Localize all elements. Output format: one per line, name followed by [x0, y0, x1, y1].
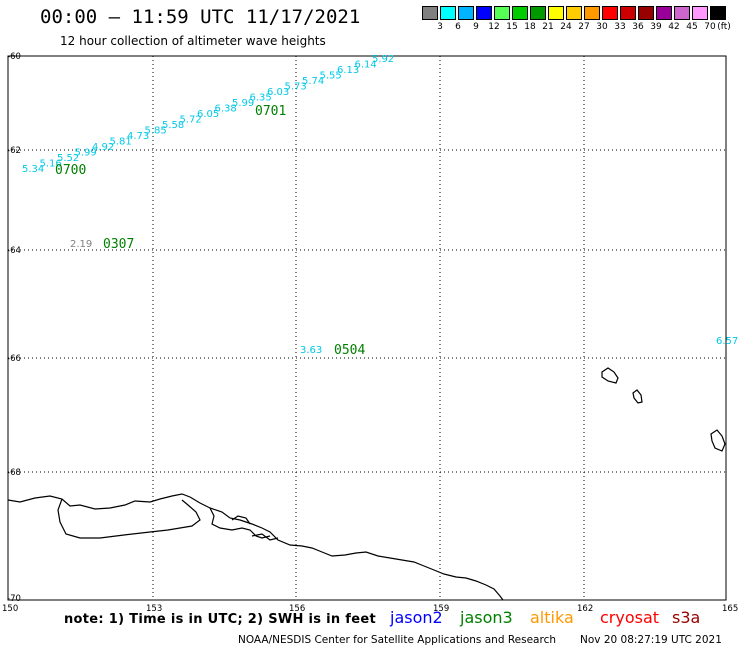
legend-label-36: 36 [632, 22, 644, 32]
lon-label-150: 150 [2, 604, 19, 614]
lat-label-64: -64 [7, 246, 21, 256]
legend-swatch-18 [512, 6, 528, 20]
wave-height-value: 5.55 [320, 71, 342, 82]
wave-height-value: 5.99 [232, 98, 254, 109]
wave-height-value: 6.13 [337, 65, 359, 76]
legend-label-18: 18 [524, 22, 536, 32]
wave-height-value: 5.52 [57, 153, 79, 164]
time-label-0700: 0700 [55, 163, 86, 178]
lon-label-153: 153 [146, 604, 163, 614]
map-frame [7, 55, 727, 601]
legend-swatch-33 [602, 6, 618, 20]
lat-label-68: -68 [7, 468, 21, 478]
wave-height-value: 5.72 [180, 115, 202, 126]
legend-label-45: 45 [686, 22, 698, 32]
lat-label-60: -60 [7, 52, 21, 62]
legend-label-6: 6 [455, 22, 461, 32]
legend-label-21: 21 [542, 22, 554, 32]
island-2 [632, 389, 643, 404]
legend-swatch-6 [440, 6, 456, 20]
wave-height-value: 6.35 [250, 93, 272, 104]
wave-height-value: 5.99 [75, 148, 97, 159]
wave-height-gray: 2.19 [70, 239, 92, 250]
legend-label-24: 24 [560, 22, 572, 32]
sat-altika: altika [530, 608, 574, 627]
legend-label-30: 30 [596, 22, 608, 32]
coast-island-chain [231, 515, 279, 541]
legend-label-15: 15 [506, 22, 518, 32]
legend-label-33: 33 [614, 22, 626, 32]
sat-jason2: jason2 [390, 608, 443, 627]
time-label-0504: 0504 [334, 343, 365, 358]
wave-height-value: 4.92 [92, 142, 114, 153]
wave-height-value: 5.85 [145, 126, 167, 137]
legend-label-39: 39 [650, 22, 662, 32]
legend-swatch-30 [584, 6, 600, 20]
legend-swatch-24 [548, 6, 564, 20]
legend-swatch-36 [620, 6, 636, 20]
wave-height-value: 5.34 [22, 164, 44, 175]
legend-swatch-42 [656, 6, 672, 20]
sat-cryosat: cryosat [600, 608, 660, 627]
legend-swatch-27 [566, 6, 582, 20]
sat-s3a: s3a [672, 608, 701, 627]
legend-label-3: 3 [437, 22, 443, 32]
wave-height-value: 4.73 [127, 131, 149, 142]
lat-label-70: -70 [7, 594, 21, 604]
legend-label-42: 42 [668, 22, 680, 32]
wave-height-value: 5.81 [110, 137, 132, 148]
legend-swatch-15 [494, 6, 510, 20]
map-title: 00:00 – 11:59 UTC 11/17/2021 [40, 6, 361, 28]
map-subtitle: 12 hour collection of altimeter wave hei… [60, 34, 326, 48]
wave-height-0504: 3.63 [300, 345, 322, 356]
wave-height-east: 6.57 [716, 336, 738, 347]
wave-height-value: 6.38 [215, 104, 237, 115]
island-3 [710, 429, 726, 452]
track-wave-heights: 5.345.165.525.994.925.814.735.855.585.72… [22, 54, 394, 175]
wave-height-value: 5.73 [285, 82, 307, 93]
graticule [8, 56, 726, 600]
wave-height-value: 5.16 [40, 159, 62, 170]
wave-height-value: 6.03 [267, 87, 289, 98]
lat-label-62: -62 [7, 146, 21, 156]
legend-swatch-3 [422, 6, 438, 20]
lat-label-66: -66 [7, 354, 21, 364]
legend-swatch-12 [476, 6, 492, 20]
legend-swatch-39 [638, 6, 654, 20]
lon-label-165: 165 [722, 604, 739, 614]
legend-label-27: 27 [578, 22, 590, 32]
lon-label-156: 156 [289, 604, 306, 614]
legend-swatch-9 [458, 6, 474, 20]
legend-swatch-21 [530, 6, 546, 20]
wave-height-value: 5.74 [302, 76, 324, 87]
time-label-0307: 0307 [103, 237, 134, 252]
legend-swatch-45 [674, 6, 690, 20]
wave-height-value: 5.58 [162, 120, 184, 131]
footer-note: note: 1) Time is in UTC; 2) SWH is in fe… [64, 612, 376, 627]
lon-label-159: 159 [433, 604, 450, 614]
legend-label-12: 12 [488, 22, 500, 32]
legend-swatch-70 [692, 6, 708, 20]
lon-label-162: 162 [577, 604, 594, 614]
wave-height-value: 6.14 [355, 60, 377, 71]
legend-unit: (ft) [717, 22, 731, 32]
wave-height-value: 6.05 [197, 109, 219, 120]
coast-inlet [57, 498, 201, 539]
generation-timestamp: Nov 20 08:27:19 UTC 2021 [580, 634, 722, 646]
island-1 [601, 367, 619, 384]
legend-swatch-max [710, 6, 726, 20]
credit-line: NOAA/NESDIS Center for Satellite Applica… [238, 634, 556, 646]
sat-jason3: jason3 [460, 608, 513, 627]
antarctic-coastline [7, 493, 504, 601]
time-label-0701: 0701 [255, 104, 286, 119]
wave-height-value: 5.92 [372, 54, 394, 65]
coast-peninsula [209, 507, 271, 539]
legend-label-70: 70 [704, 22, 716, 32]
legend-label-9: 9 [473, 22, 479, 32]
